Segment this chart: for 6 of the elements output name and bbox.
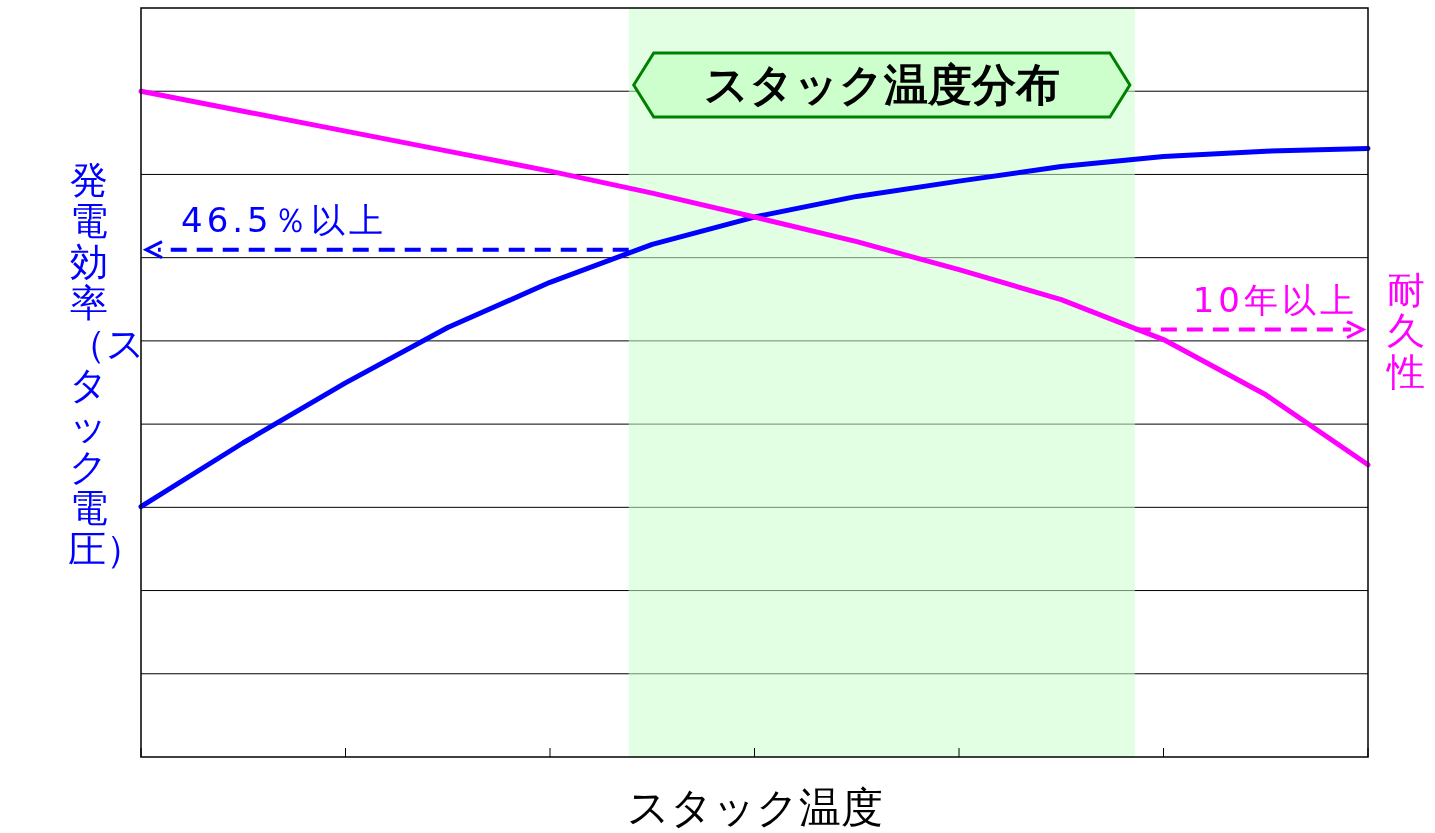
ref-line-label: 46.5％以上: [181, 199, 387, 240]
ref-line-label: 10年以上: [1192, 279, 1358, 320]
y2-axis-title: 耐久性: [1385, 268, 1426, 395]
text: 発電効率（スタック電圧）: [68, 158, 145, 572]
annotation: スタック温度分布: [703, 59, 1060, 110]
x-axis-title: スタック温度: [625, 782, 884, 833]
